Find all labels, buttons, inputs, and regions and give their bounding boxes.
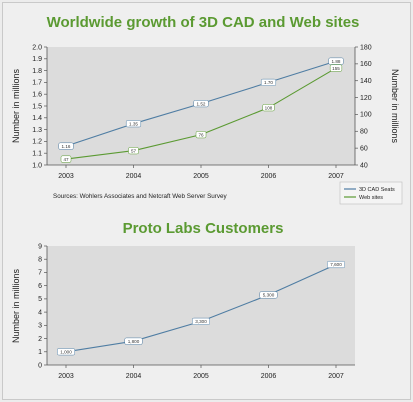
chart1-left-tick-label: 1.6 — [32, 92, 42, 99]
chart2-x-tick-label: 2005 — [193, 373, 209, 380]
chart2-data-point — [327, 260, 345, 269]
chart1-right-tick-label: 80 — [360, 129, 368, 136]
chart1-data-label: 1.88 — [332, 59, 341, 64]
chart2-left-tick-label: 4 — [38, 309, 42, 316]
chart2-left-tick-label: 1 — [38, 349, 42, 356]
chart1-data-label: 155 — [332, 66, 340, 71]
chart1-left-tick-label: 1.5 — [32, 103, 42, 110]
chart1-left-tick-label: 1.4 — [32, 115, 42, 122]
chart2-plot-area — [47, 246, 355, 365]
chart1-data-label: 1.35 — [129, 121, 138, 126]
chart1-x-tick-label: 2003 — [58, 173, 74, 180]
chart1-right-tick-label: 40 — [360, 162, 368, 169]
chart1-data-point — [329, 64, 343, 72]
chart1-left-tick-label: 1.8 — [32, 68, 42, 75]
chart2-data-label: 3,300 — [195, 319, 207, 324]
chart1-data-point — [195, 131, 207, 139]
chart1-right-tick-label: 180 — [360, 44, 372, 51]
chart1-right-tick-label: 120 — [360, 95, 372, 102]
chart1-right-tick-label: 140 — [360, 78, 372, 85]
chart1-right-tick-label: 60 — [360, 145, 368, 152]
chart1-left-tick-label: 1.1 — [32, 151, 42, 158]
chart1-ylabel-left: Number in millions — [11, 68, 21, 143]
chart1-left-tick-label: 1.3 — [32, 127, 42, 134]
chart1-x-tick-label: 2005 — [193, 173, 209, 180]
chart1-data-point — [60, 155, 72, 163]
chart2-left-tick-label: 2 — [38, 336, 42, 343]
chart2-left-tick-label: 0 — [38, 362, 42, 369]
chart2-data-point — [57, 348, 75, 356]
chart1-right-tick-label: 160 — [360, 61, 372, 68]
chart1-data-label: 1.52 — [197, 101, 206, 106]
chart1-left-tick-label: 2.0 — [32, 44, 42, 51]
chart1-data-point — [125, 120, 142, 128]
chart1-legend: 3D CAD Seats Web sites — [339, 181, 403, 205]
chart2-data-point — [259, 291, 278, 299]
chart1-x-tick-label: 2004 — [126, 173, 142, 180]
chart2-x-tick-label: 2007 — [328, 373, 344, 380]
chart1-x-tick-label: 2007 — [328, 173, 344, 180]
chart1-left-tick-label: 1.7 — [32, 80, 42, 87]
chart2-ylabel: Number in millions — [11, 268, 21, 343]
chart1-data-point — [193, 100, 209, 108]
chart2-x-tick-label: 2004 — [126, 373, 142, 380]
chart1-data-point — [260, 78, 277, 86]
chart2-left-tick-label: 8 — [38, 257, 42, 264]
chart1-title: Worldwide growth of 3D CAD and Web sites — [47, 14, 360, 31]
chart2-left-tick-label: 3 — [38, 323, 42, 330]
chart1-right-tick-label: 100 — [360, 112, 372, 119]
chart2-data-label: 1,800 — [128, 339, 140, 344]
chart1-data-label: 108 — [265, 105, 273, 110]
chart2-data-label: 1,000 — [60, 349, 72, 354]
chart1-data-label: 47 — [63, 157, 69, 162]
chart1-left-tick-label: 1.0 — [32, 162, 42, 169]
chart1-left-tick-label: 1.9 — [32, 56, 42, 63]
chart2-left-tick-label: 5 — [38, 296, 42, 303]
chart1-data-point — [128, 147, 139, 155]
chart1-data-point — [58, 142, 74, 150]
chart2-left-tick-label: 6 — [38, 283, 42, 290]
chart2-x-tick-label: 2003 — [58, 373, 74, 380]
legend-label-web: Web sites — [359, 195, 383, 201]
chart1-data-label: 1.70 — [264, 80, 273, 85]
chart1-data-label: 57 — [131, 148, 137, 153]
chart2-data-label: 5,300 — [263, 293, 275, 298]
chart2-title: Proto Labs Customers — [123, 220, 284, 237]
chart1-x-tick-label: 2006 — [261, 173, 277, 180]
chart2-data-label: 7,600 — [330, 262, 342, 267]
chart2-x-tick-label: 2006 — [261, 373, 277, 380]
chart1-data-point — [328, 57, 344, 65]
chart1-ylabel-right: Number in millions — [390, 69, 400, 144]
legend-label-cad: 3D CAD Seats — [359, 187, 395, 193]
chart2-data-point — [124, 337, 143, 345]
chart2-left-tick-label: 7 — [38, 270, 42, 277]
chart1-data-label: 76 — [198, 132, 204, 137]
chart1-left-tick-label: 1.2 — [32, 139, 42, 146]
chart1-source-note: Sources: Wohlers Associates and Netcraft… — [53, 193, 228, 200]
chart2-left-tick-label: 9 — [38, 243, 42, 250]
chart2-data-point — [192, 317, 210, 325]
chart1-data-label: 1.16 — [62, 144, 71, 149]
chart1-data-point — [262, 104, 275, 112]
